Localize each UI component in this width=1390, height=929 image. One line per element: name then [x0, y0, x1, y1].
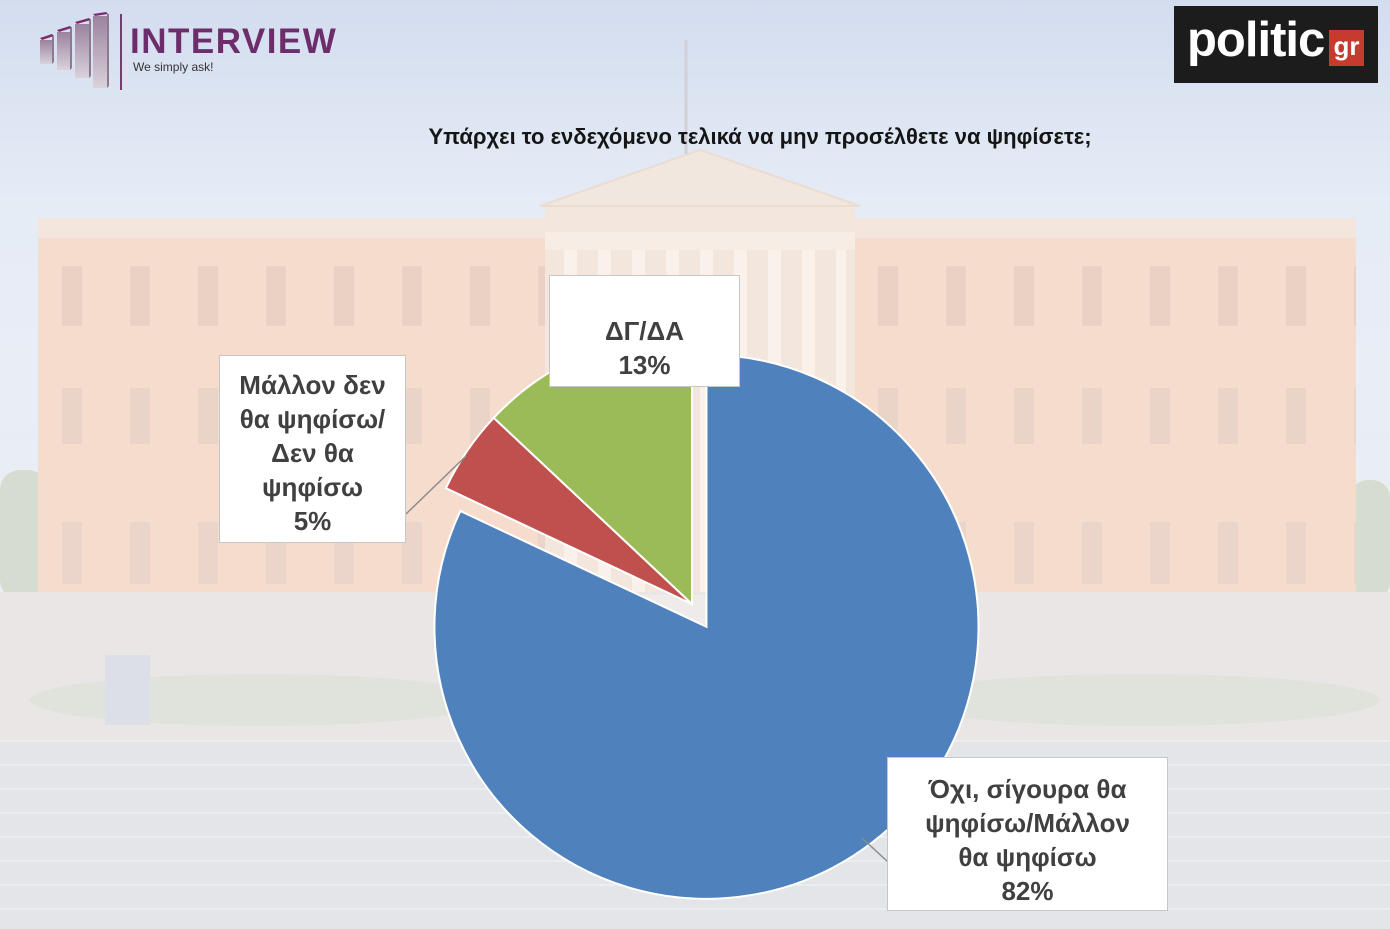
- logo-bar: [40, 40, 52, 64]
- logo-bars: [40, 12, 109, 88]
- leader-line-will-vote: [861, 837, 889, 863]
- logo-bar: [75, 24, 89, 78]
- guard-booth: [105, 655, 150, 725]
- shrubs-right: [900, 674, 1380, 726]
- logo-bar-top: [75, 18, 91, 24]
- politic-logo: politic gr: [1174, 6, 1378, 83]
- building-pediment: [539, 148, 861, 207]
- logo-bar: [93, 16, 107, 88]
- data-label-dont-know: ΔΓ/ΔΑ 13%: [549, 275, 740, 387]
- data-label-category: Όχι, σίγουρα θα ψηφίσω/Μάλλον θα ψηφίσω: [925, 774, 1130, 872]
- leader-line-will-not-vote: [405, 455, 467, 515]
- interview-tagline: We simply ask!: [133, 60, 214, 74]
- politic-logo-suffix: gr: [1329, 30, 1364, 66]
- logo-bar-side: [52, 36, 54, 64]
- pie-slice-will-vote: [433, 353, 980, 900]
- logo-bar: [57, 32, 70, 70]
- data-label-will-vote: Όχι, σίγουρα θα ψηφίσω/Μάλλον θα ψηφίσω …: [887, 757, 1168, 911]
- logo-bar-side: [70, 28, 72, 70]
- logo-bar-side: [89, 20, 91, 78]
- interview-logo-text: INTERVIEW: [130, 22, 338, 61]
- chart-title: Υπάρχει το ενδεχόμενο τελικά να μην προσ…: [428, 124, 1092, 149]
- data-label-value: 13%: [618, 350, 671, 380]
- building-entablature: [545, 232, 855, 250]
- data-label-value: 5%: [293, 506, 332, 536]
- logo-bar-top: [93, 12, 108, 16]
- logo-bar-side: [107, 14, 109, 88]
- trees-right: [1350, 480, 1390, 600]
- brand-divider: [120, 14, 122, 90]
- pie-slices: [433, 330, 980, 900]
- data-label-category: ΔΓ/ΔΑ: [604, 316, 684, 346]
- data-label-category: Μάλλον δεν θα ψηφίσω/Δεν θα ψηφίσω: [239, 370, 386, 502]
- logo-bar-top: [57, 26, 72, 32]
- data-label-will-not-vote: Μάλλον δεν θα ψηφίσω/Δεν θα ψηφίσω 5%: [219, 355, 406, 543]
- politic-logo-text: politic: [1187, 13, 1325, 67]
- data-label-value: 82%: [1001, 876, 1054, 906]
- interview-logo-icon: [40, 12, 109, 88]
- logo-bar-top: [40, 34, 54, 40]
- trees-left: [0, 470, 48, 600]
